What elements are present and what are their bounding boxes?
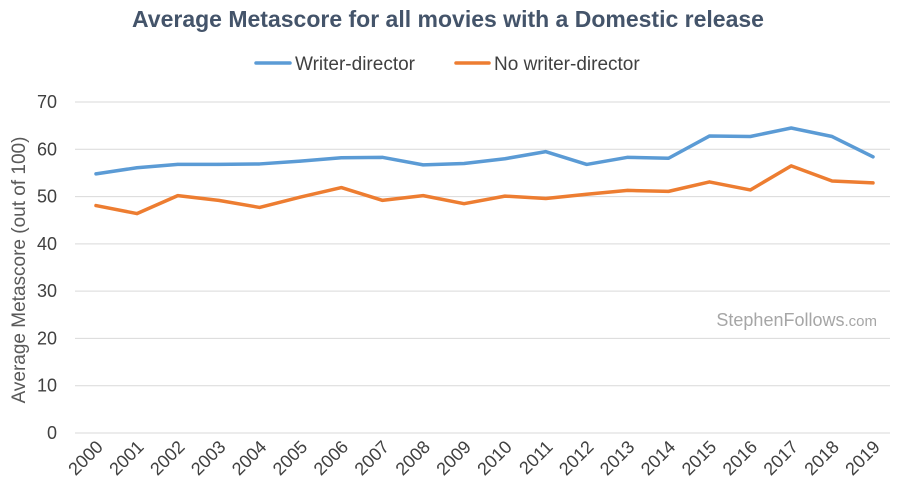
data-point: [380, 198, 384, 202]
data-point: [503, 194, 507, 198]
data-point: [830, 179, 834, 183]
x-tick-label: 2004: [228, 437, 270, 479]
y-tick-label: 40: [37, 234, 57, 254]
data-point: [176, 194, 180, 198]
data-point: [544, 196, 548, 200]
x-tick-label: 2006: [310, 437, 352, 479]
data-point: [298, 159, 302, 163]
data-point: [339, 186, 343, 190]
series-lines: [94, 126, 875, 216]
watermark-suffix: .com: [844, 313, 877, 330]
data-point: [176, 162, 180, 166]
x-tick-label: 2019: [841, 437, 883, 479]
data-point: [298, 195, 302, 199]
data-point: [707, 134, 711, 138]
data-point: [585, 162, 589, 166]
legend: Writer-director No writer-director: [254, 54, 640, 75]
data-point: [667, 156, 671, 160]
data-point: [748, 188, 752, 192]
data-point: [830, 135, 834, 139]
x-tick-label: 2007: [351, 437, 393, 479]
y-tick-label: 60: [37, 139, 57, 159]
x-tick-label: 2005: [269, 437, 311, 479]
data-point: [135, 212, 139, 216]
x-tick-label: 2011: [515, 437, 557, 479]
data-point: [626, 188, 630, 192]
y-tick-label: 20: [37, 328, 57, 348]
x-axis-ticks: 2000200120022003200420052006200720082009…: [64, 437, 883, 479]
x-tick-label: 2002: [146, 437, 188, 479]
data-point: [462, 202, 466, 206]
data-point: [707, 180, 711, 184]
x-tick-label: 2003: [187, 437, 229, 479]
data-point: [258, 205, 262, 209]
x-tick-label: 2015: [678, 437, 720, 479]
gridlines: [75, 101, 890, 434]
data-point: [421, 194, 425, 198]
y-tick-label: 30: [37, 281, 57, 301]
x-tick-label: 2016: [719, 437, 761, 479]
data-point: [871, 155, 875, 159]
data-point: [94, 204, 98, 208]
data-point: [503, 157, 507, 161]
x-tick-label: 2009: [432, 437, 474, 479]
data-point: [217, 198, 221, 202]
data-point: [462, 161, 466, 165]
data-point: [585, 192, 589, 196]
x-tick-label: 2000: [64, 437, 106, 479]
data-point: [626, 155, 630, 159]
x-tick-label: 2001: [105, 437, 147, 479]
data-point: [217, 162, 221, 166]
data-point: [667, 189, 671, 193]
x-tick-label: 2013: [596, 437, 638, 479]
data-point: [380, 155, 384, 159]
chart-title: Average Metascore for all movies with a …: [132, 6, 764, 32]
data-point: [544, 150, 548, 154]
x-tick-label: 2018: [800, 437, 842, 479]
x-tick-label: 2014: [637, 437, 679, 479]
data-point: [789, 164, 793, 168]
data-point: [748, 135, 752, 139]
data-point: [871, 181, 875, 185]
data-point: [789, 126, 793, 130]
series-line-1: [94, 164, 875, 216]
legend-label-1: No writer-director: [494, 54, 640, 75]
y-tick-label: 10: [37, 376, 57, 396]
legend-label-0: Writer-director: [295, 54, 416, 75]
watermark: StephenFollows.com: [716, 310, 877, 330]
data-point: [258, 162, 262, 166]
y-axis-label: Average Metascore (out of 100): [9, 137, 30, 404]
y-tick-label: 70: [37, 92, 57, 112]
y-axis-ticks: 0 10 20 30 40 50 60 70: [37, 92, 57, 443]
x-tick-label: 2010: [473, 437, 515, 479]
y-tick-label: 50: [37, 187, 57, 207]
x-tick-label: 2008: [392, 437, 434, 479]
series-line-0: [94, 126, 875, 176]
x-tick-label: 2012: [555, 437, 597, 479]
x-tick-label: 2017: [760, 437, 802, 479]
y-tick-label: 0: [47, 423, 57, 443]
data-point: [339, 156, 343, 160]
watermark-main: StephenFollows: [716, 310, 844, 330]
data-point: [94, 172, 98, 176]
data-point: [421, 163, 425, 167]
data-point: [135, 166, 139, 170]
